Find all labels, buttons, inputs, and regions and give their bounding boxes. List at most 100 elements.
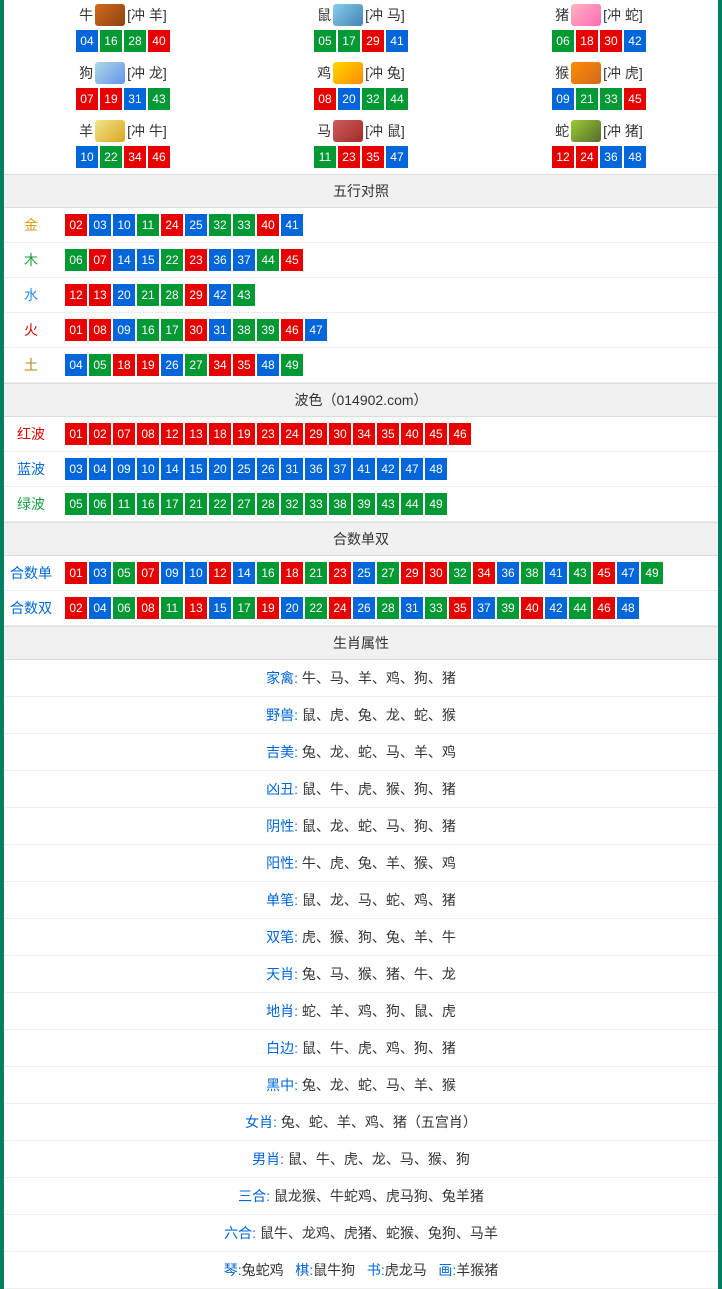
heshu-header: 合数单双	[4, 522, 718, 556]
number-ball: 28	[161, 284, 183, 306]
number-ball: 07	[89, 249, 111, 271]
number-ball: 30	[600, 30, 622, 52]
attr-val: 鼠、虎、兔、龙、蛇、猴	[302, 707, 456, 723]
number-ball: 23	[338, 146, 360, 168]
attr-val: 鼠、牛、虎、龙、马、猴、狗	[288, 1151, 470, 1167]
number-ball: 09	[113, 319, 135, 341]
number-ball: 05	[113, 562, 135, 584]
zodiac-chong: [冲 羊]	[127, 5, 167, 25]
number-ball: 33	[600, 88, 622, 110]
row-label: 合数双	[4, 598, 58, 618]
row-balls: 0108091617303138394647	[58, 318, 718, 342]
number-ball: 19	[257, 597, 279, 619]
number-ball: 06	[113, 597, 135, 619]
number-ball: 15	[209, 597, 231, 619]
zodiac-name: 牛	[79, 5, 93, 25]
zodiac-icon	[571, 62, 601, 84]
number-ball: 28	[257, 493, 279, 515]
zodiac-chong: [冲 牛]	[127, 121, 167, 141]
row-label: 蓝波	[4, 459, 58, 479]
zodiac-grid: 牛[冲 羊]04162840鼠[冲 马]05172941猪[冲 蛇]061830…	[4, 0, 718, 174]
number-ball: 04	[89, 597, 111, 619]
number-ball: 03	[89, 214, 111, 236]
number-ball: 16	[137, 319, 159, 341]
number-ball: 33	[305, 493, 327, 515]
attr-val: 鼠龙猴、牛蛇鸡、虎马狗、兔羊猪	[274, 1188, 484, 1204]
attr-key: 吉美:	[266, 744, 302, 760]
attr-row: 三合: 鼠龙猴、牛蛇鸡、虎马狗、兔羊猪	[4, 1178, 718, 1215]
number-ball: 01	[65, 562, 87, 584]
number-ball: 01	[65, 423, 87, 445]
attr-row: 白边: 鼠、牛、虎、鸡、狗、猪	[4, 1030, 718, 1067]
number-ball: 44	[386, 88, 408, 110]
number-ball: 17	[233, 597, 255, 619]
zodiac-name: 鸡	[317, 63, 331, 83]
table-row: 土04051819262734354849	[4, 348, 718, 383]
attr-key: 天肖:	[266, 966, 302, 982]
number-ball: 41	[353, 458, 375, 480]
number-ball: 32	[209, 214, 231, 236]
table-row: 木06071415222336374445	[4, 243, 718, 278]
attr-key: 阴性:	[266, 818, 302, 834]
number-ball: 39	[353, 493, 375, 515]
zodiac-name: 猴	[555, 63, 569, 83]
number-ball: 31	[209, 319, 231, 341]
number-ball: 43	[377, 493, 399, 515]
zodiac-nums: 11233547	[242, 146, 480, 168]
number-ball: 04	[65, 354, 87, 376]
attr-val: 鼠、牛、虎、鸡、狗、猪	[302, 1040, 456, 1056]
number-ball: 32	[281, 493, 303, 515]
number-ball: 07	[137, 562, 159, 584]
number-ball: 18	[209, 423, 231, 445]
number-ball: 30	[425, 562, 447, 584]
attr-key: 家禽:	[266, 670, 302, 686]
zodiac-name: 狗	[79, 63, 93, 83]
table-row: 蓝波03040910141520252631363741424748	[4, 452, 718, 487]
number-ball: 10	[113, 214, 135, 236]
attr-key: 凶丑:	[266, 781, 302, 797]
number-ball: 25	[233, 458, 255, 480]
attr-val: 鼠、龙、蛇、马、狗、猪	[302, 818, 456, 834]
attr-row: 天肖: 兔、马、猴、猪、牛、龙	[4, 956, 718, 993]
number-ball: 36	[305, 458, 327, 480]
number-ball: 22	[100, 146, 122, 168]
wuxing-header: 五行对照	[4, 174, 718, 208]
number-ball: 38	[233, 319, 255, 341]
number-ball: 39	[497, 597, 519, 619]
number-ball: 27	[377, 562, 399, 584]
number-ball: 47	[617, 562, 639, 584]
attr-val: 鼠牛、龙鸡、虎猪、蛇猴、兔狗、马羊	[260, 1225, 498, 1241]
number-ball: 08	[89, 319, 111, 341]
row-label: 水	[4, 285, 58, 305]
attr-val: 蛇、羊、鸡、狗、鼠、虎	[302, 1003, 456, 1019]
number-ball: 02	[89, 423, 111, 445]
attr-row: 双笔: 虎、猴、狗、兔、羊、牛	[4, 919, 718, 956]
attr-key: 三合:	[238, 1188, 274, 1204]
row-label: 绿波	[4, 494, 58, 514]
number-ball: 35	[449, 597, 471, 619]
number-ball: 34	[353, 423, 375, 445]
attr-val: 鼠牛狗	[313, 1262, 355, 1278]
attr-key: 画:	[438, 1262, 456, 1278]
number-ball: 19	[137, 354, 159, 376]
number-ball: 46	[449, 423, 471, 445]
number-ball: 32	[362, 88, 384, 110]
number-ball: 21	[137, 284, 159, 306]
number-ball: 49	[641, 562, 663, 584]
number-ball: 23	[185, 249, 207, 271]
number-ball: 35	[233, 354, 255, 376]
number-ball: 19	[100, 88, 122, 110]
number-ball: 35	[377, 423, 399, 445]
number-ball: 45	[624, 88, 646, 110]
number-ball: 03	[89, 562, 111, 584]
number-ball: 09	[552, 88, 574, 110]
number-ball: 04	[89, 458, 111, 480]
zodiac-label: 狗[冲 龙]	[4, 62, 242, 84]
row-balls: 1213202128294243	[58, 283, 718, 307]
number-ball: 29	[185, 284, 207, 306]
number-ball: 46	[593, 597, 615, 619]
number-ball: 41	[386, 30, 408, 52]
number-ball: 11	[161, 597, 183, 619]
number-ball: 23	[257, 423, 279, 445]
number-ball: 13	[185, 597, 207, 619]
